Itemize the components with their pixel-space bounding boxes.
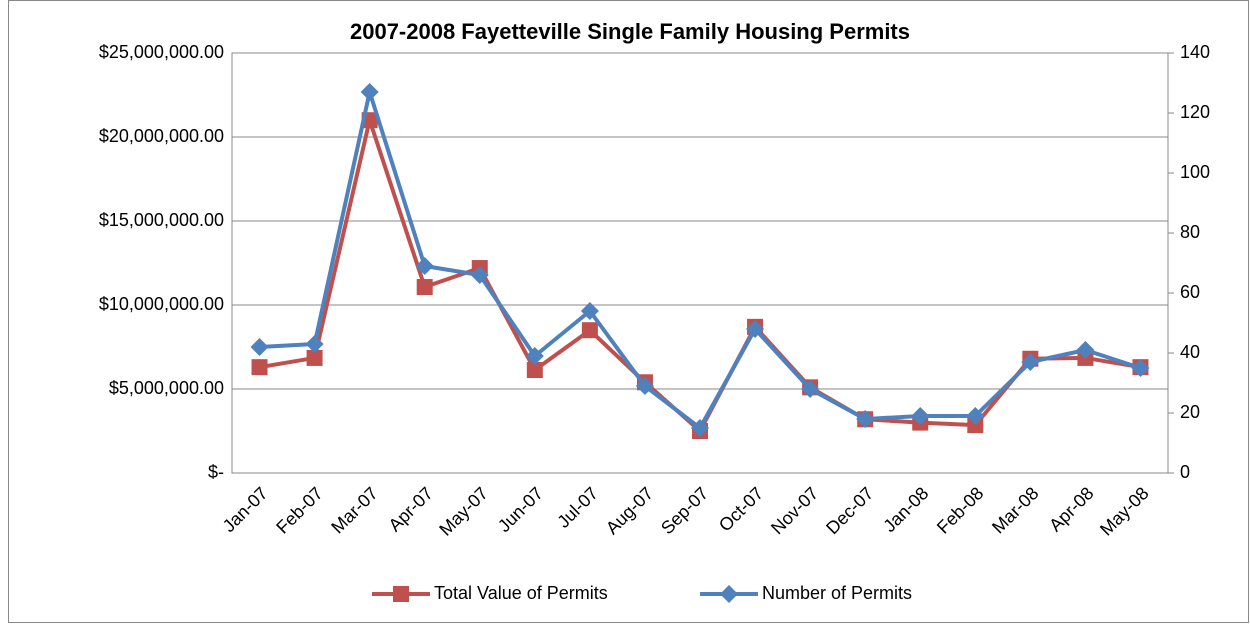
- series-marker: [250, 338, 269, 356]
- series-marker: [470, 266, 489, 284]
- y2-tick-label: 120: [1180, 102, 1210, 122]
- series-marker: [416, 279, 433, 296]
- y-tick-label: $5,000,000.00: [109, 378, 224, 398]
- series-marker: [635, 377, 654, 395]
- series-marker: [801, 380, 820, 398]
- chart-frame: [8, 0, 1249, 623]
- series-marker: [525, 347, 544, 365]
- y2-tick-label: 140: [1180, 42, 1210, 62]
- series-marker: [911, 407, 930, 425]
- y-tick-label: $25,000,000.00: [99, 42, 224, 62]
- series-marker: [1076, 341, 1095, 359]
- plot-area: [231, 52, 1169, 474]
- series-marker: [251, 359, 268, 376]
- y-tick-label: $15,000,000.00: [99, 210, 224, 230]
- series-marker: [746, 320, 765, 338]
- series-marker: [966, 407, 985, 425]
- series-marker: [305, 335, 324, 353]
- series-marker: [967, 417, 984, 434]
- y2-tick-label: 20: [1180, 402, 1200, 422]
- series-marker: [1021, 353, 1040, 371]
- series-marker: [360, 83, 379, 101]
- legend-label: Total Value of Permits: [434, 583, 608, 603]
- legend-marker: [393, 586, 409, 602]
- series-marker: [856, 410, 875, 428]
- series-marker: [415, 257, 434, 275]
- series-marker: [691, 419, 709, 437]
- y-tick-label: $20,000,000.00: [99, 126, 224, 146]
- y2-tick-label: 60: [1180, 282, 1200, 302]
- series-marker: [306, 349, 323, 366]
- series-marker: [526, 362, 543, 379]
- y-tick-label: $-: [208, 462, 224, 482]
- legend-marker: [720, 585, 738, 603]
- legend-label: Number of Permits: [762, 583, 912, 603]
- y2-tick-label: 80: [1180, 222, 1200, 242]
- series-marker: [581, 322, 598, 339]
- series-marker: [580, 302, 599, 320]
- y-tick-label: $10,000,000.00: [99, 294, 224, 314]
- y2-tick-label: 40: [1180, 342, 1200, 362]
- series-marker: [1131, 359, 1150, 377]
- y2-tick-label: 0: [1180, 462, 1190, 482]
- y2-tick-label: 100: [1180, 162, 1210, 182]
- chart-title: 2007-2008 Fayetteville Single Family Hou…: [350, 19, 910, 44]
